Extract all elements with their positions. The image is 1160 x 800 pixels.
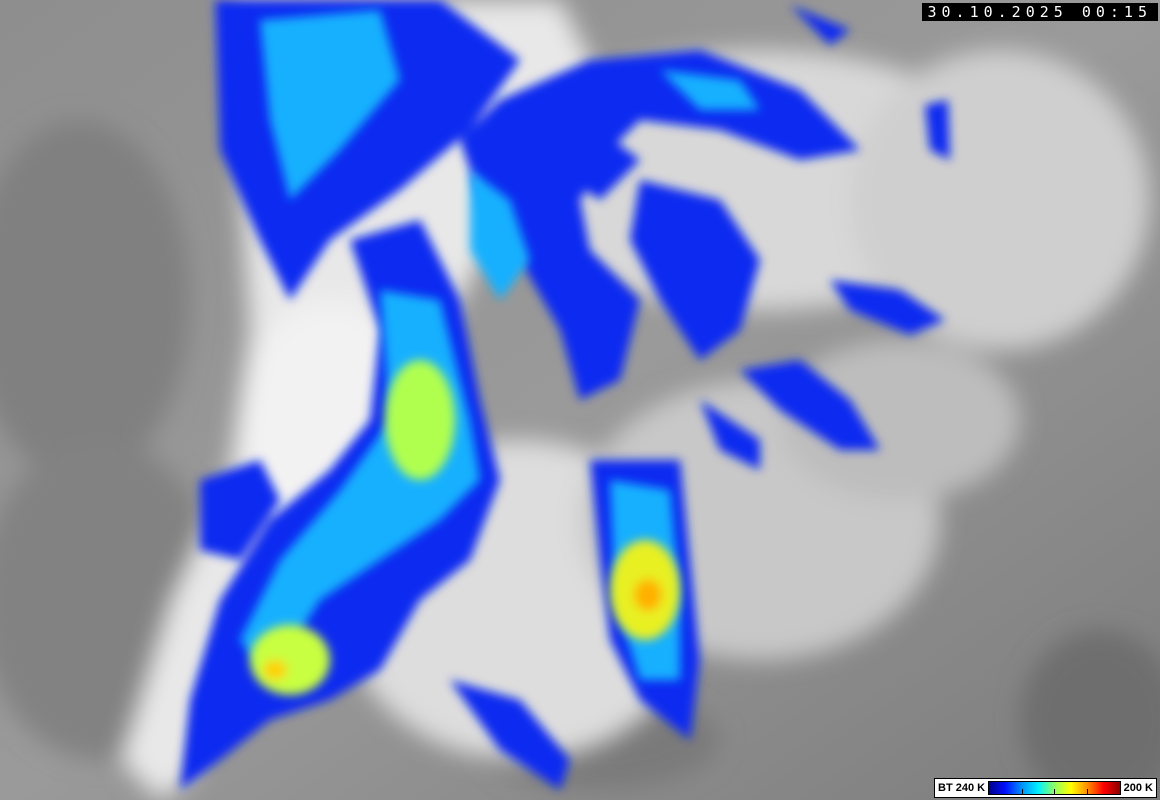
colorbar: [988, 781, 1121, 795]
legend-max-label: 200 K: [1123, 782, 1153, 794]
colorbar-tick: [1054, 789, 1056, 794]
legend-min-label: BT 240 K: [938, 782, 986, 794]
coldest-cloud-tops: [250, 360, 680, 695]
timestamp-label: 30.10.2025 00:15: [921, 3, 1158, 21]
color-scale-legend: BT 240 K 200 K: [934, 778, 1157, 798]
colorbar-tick: [1021, 789, 1023, 794]
colorbar-tick: [1087, 789, 1088, 794]
